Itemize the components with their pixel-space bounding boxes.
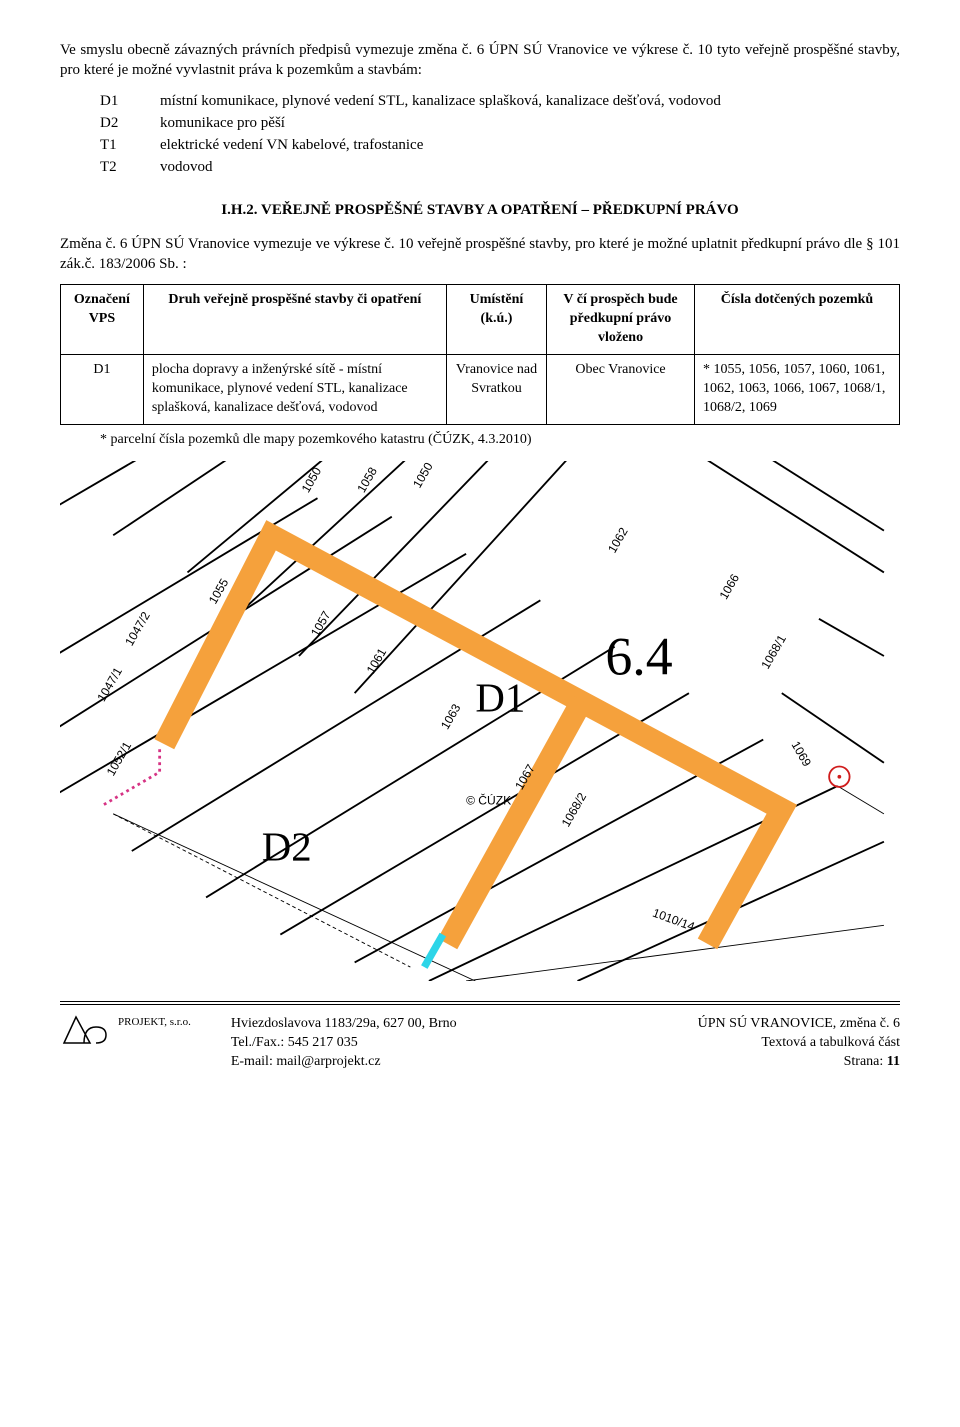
- th-designation: Označení VPS: [61, 285, 144, 355]
- footer-company: PROJEKT, s.r.o.: [118, 1015, 191, 1030]
- footer-right: ÚPN SÚ VRANOVICE, změna č. 6 Textová a t…: [698, 1015, 900, 1072]
- def-val: elektrické vedení VN kabelové, trafostan…: [160, 135, 900, 155]
- map-svg: D16.4D210501058105010551047/21047/11052/…: [60, 461, 900, 981]
- def-key: D1: [100, 91, 160, 111]
- def-key: T1: [100, 135, 160, 155]
- def-key: T2: [100, 157, 160, 177]
- section-heading: I.H.2. VEŘEJNĚ PROSPĚŠNÉ STAVBY A OPATŘE…: [60, 200, 900, 220]
- svg-text:D1: D1: [475, 676, 525, 721]
- company-logo-icon: [60, 1015, 108, 1047]
- cell-type: plocha dopravy a inženýrské sítě - místn…: [143, 354, 446, 424]
- def-key: D2: [100, 113, 160, 133]
- footer-left: PROJEKT, s.r.o. Hviezdoslavova 1183/29a,…: [60, 1015, 457, 1072]
- th-type: Druh veřejně prospěšné stavby či opatřen…: [143, 285, 446, 355]
- def-row: T2 vodovod: [100, 157, 900, 177]
- footer-page-label: Strana:: [844, 1054, 884, 1069]
- footer-page-number: 11: [887, 1054, 900, 1069]
- footer-tel: Tel./Fax.: 545 217 035: [231, 1034, 457, 1053]
- def-row: T1 elektrické vedení VN kabelové, trafos…: [100, 135, 900, 155]
- intro-paragraph: Ve smyslu obecně závazných právních před…: [60, 40, 900, 81]
- cell-location: Vranovice nad Svratkou: [446, 354, 546, 424]
- footer-doc-title: ÚPN SÚ VRANOVICE, změna č. 6: [698, 1015, 900, 1034]
- vps-table: Označení VPS Druh veřejně prospěšné stav…: [60, 284, 900, 424]
- footer-page: Strana: 11: [698, 1053, 900, 1072]
- footer-doc-part: Textová a tabulková část: [698, 1034, 900, 1053]
- table-note: * parcelní čísla pozemků dle mapy pozemk…: [100, 431, 900, 450]
- svg-text:D2: D2: [262, 825, 312, 870]
- def-val: místní komunikace, plynové vedení STL, k…: [160, 91, 900, 111]
- def-row: D2 komunikace pro pěší: [100, 113, 900, 133]
- def-row: D1 místní komunikace, plynové vedení STL…: [100, 91, 900, 111]
- page-footer: PROJEKT, s.r.o. Hviezdoslavova 1183/29a,…: [60, 1001, 900, 1072]
- definition-list: D1 místní komunikace, plynové vedení STL…: [100, 91, 900, 178]
- def-val: komunikace pro pěší: [160, 113, 900, 133]
- svg-text:© ČÚZK: © ČÚZK: [466, 793, 511, 808]
- cell-benefit: Obec Vranovice: [547, 354, 695, 424]
- def-val: vodovod: [160, 157, 900, 177]
- th-parcels: Čísla dotčených pozemků: [694, 285, 899, 355]
- th-location: Umístění (k.ú.): [446, 285, 546, 355]
- cell-designation: D1: [61, 354, 144, 424]
- footer-address: Hviezdoslavova 1183/29a, 627 00, Brno: [231, 1015, 457, 1034]
- footer-email: E-mail: mail@arprojekt.cz: [231, 1053, 457, 1072]
- section-paragraph: Změna č. 6 ÚPN SÚ Vranovice vymezuje ve …: [60, 234, 900, 275]
- cell-parcels: * 1055, 1056, 1057, 1060, 1061, 1062, 10…: [694, 354, 899, 424]
- th-benefit: V čí prospěch bude předkupní právo vlože…: [547, 285, 695, 355]
- cadastral-map: D16.4D210501058105010551047/21047/11052/…: [60, 461, 900, 981]
- svg-text:6.4: 6.4: [605, 627, 672, 687]
- table-row: D1 plocha dopravy a inženýrské sítě - mí…: [61, 354, 900, 424]
